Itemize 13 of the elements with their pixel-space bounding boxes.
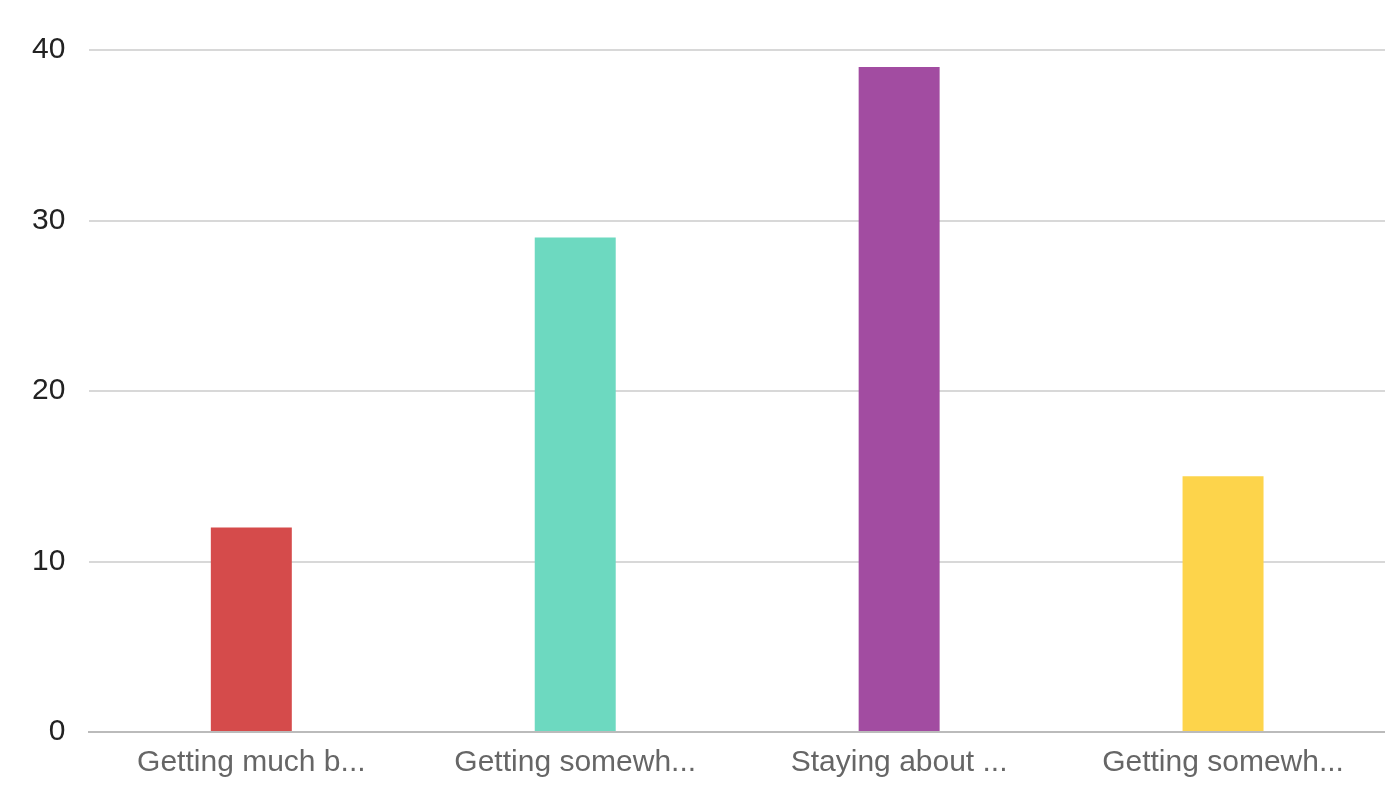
- y-tick-label: 40: [31, 31, 66, 65]
- y-tick-label: 10: [31, 542, 66, 576]
- y-tick-label: 30: [31, 201, 66, 235]
- bar: [534, 237, 616, 731]
- bar: [858, 67, 940, 731]
- bar: [210, 527, 292, 731]
- y-tick-label: 20: [31, 372, 66, 406]
- x-tick-label: Getting somewh...: [1102, 744, 1344, 778]
- bar: [1182, 476, 1264, 731]
- x-tick-label: Staying about ...: [790, 744, 1008, 778]
- x-tick-label: Getting much b...: [137, 744, 366, 778]
- x-tick-label: Getting somewh...: [454, 744, 697, 778]
- y-tick-label: 0: [48, 713, 66, 747]
